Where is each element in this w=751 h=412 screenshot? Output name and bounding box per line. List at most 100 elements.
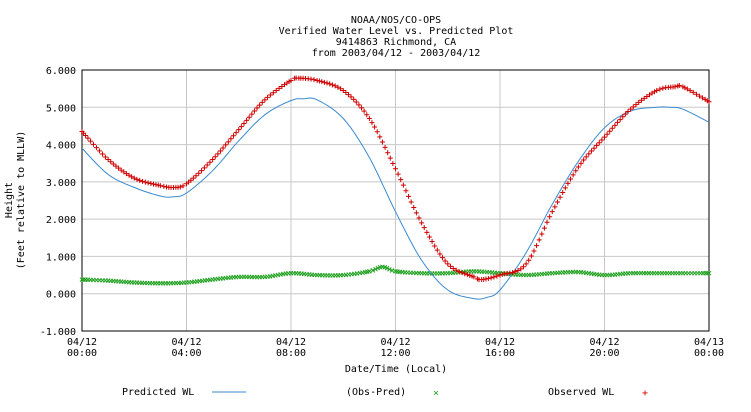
observed-wl-point — [319, 79, 325, 85]
observed-wl-point — [356, 102, 362, 108]
observed-wl-point — [150, 181, 156, 187]
observed-wl-point — [180, 183, 186, 189]
observed-wl-point — [690, 89, 696, 95]
observed-wl-point — [276, 85, 282, 91]
observed-wl-point — [464, 272, 470, 278]
observed-wl-point — [565, 180, 571, 186]
observed-wl-point — [453, 267, 459, 273]
observed-wl-point — [116, 165, 122, 171]
observed-wl-point — [447, 263, 453, 269]
observed-wl-point — [609, 125, 615, 131]
observed-wl-point — [654, 88, 660, 94]
observed-wl-point — [228, 136, 234, 142]
observed-wl-point — [560, 190, 566, 196]
observed-wl-point — [700, 95, 706, 101]
y-tick-label: 3.000 — [46, 178, 76, 189]
observed-wl-point — [83, 132, 89, 138]
observed-wl-point — [217, 148, 223, 154]
observed-wl-point — [254, 105, 260, 111]
observed-wl-point — [697, 93, 703, 99]
y-axis-ticks: -1.000 0.000 1.000 2.000 3.000 4.000 5.000 6.00… — [40, 66, 76, 338]
observed-wl-point — [581, 157, 587, 163]
observed-wl-point — [660, 85, 666, 91]
y-tick-label: 5.000 — [46, 103, 76, 114]
observed-wl-point — [591, 145, 597, 151]
observed-wl-point — [641, 95, 647, 101]
observed-wl-point — [456, 269, 462, 275]
observed-wl-point — [265, 94, 271, 100]
observed-wl-point — [552, 204, 558, 210]
observed-wl-point — [190, 175, 196, 181]
observed-wl-point — [204, 162, 210, 168]
chart-title-line-4: from 2003/04/12 - 2003/04/12 — [312, 48, 481, 59]
observed-wl-point — [706, 99, 712, 105]
observed-wl-point — [351, 96, 357, 102]
observed-wl-point — [523, 261, 529, 267]
observed-wl-point — [340, 88, 346, 94]
x-tick-date: 04/12 — [589, 337, 619, 348]
observed-wl-point — [406, 193, 412, 199]
x-tick-time: 00:00 — [694, 348, 724, 359]
y-tick-label: 0.000 — [46, 290, 76, 301]
observed-wl-point — [374, 129, 380, 135]
observed-wl-point — [398, 177, 404, 183]
observed-wl-point — [225, 139, 231, 145]
observed-wl-point — [633, 102, 639, 108]
observed-wl-point — [329, 82, 335, 88]
observed-wl-point — [348, 94, 354, 100]
observed-wl-point — [541, 225, 547, 231]
observed-wl-point — [210, 156, 216, 162]
observed-wl-point — [494, 273, 500, 279]
observed-wl-point — [201, 165, 207, 171]
observed-wl-point — [426, 234, 432, 240]
observed-wl-point — [497, 272, 503, 278]
legend-label-observed: Observed WL — [548, 387, 614, 398]
observed-wl-point — [573, 168, 579, 174]
observed-wl-point — [578, 160, 584, 166]
series-observed — [79, 75, 712, 283]
observed-wl-point — [308, 76, 314, 82]
observed-wl-point — [491, 274, 497, 280]
observed-wl-point — [212, 154, 218, 160]
obs-pred-point — [706, 270, 712, 276]
observed-wl-point — [442, 258, 448, 264]
observed-wl-point — [520, 264, 526, 270]
observed-wl-point — [518, 266, 524, 272]
observed-wl-point — [364, 112, 370, 118]
observed-wl-point — [602, 134, 607, 140]
y-axis-label-line-1: Height — [4, 182, 15, 218]
observed-wl-point — [131, 175, 137, 181]
observed-wl-point — [102, 154, 108, 160]
observed-wl-point — [385, 150, 391, 156]
observed-wl-point — [622, 111, 628, 117]
observed-wl-point — [353, 99, 359, 105]
x-tick-time: 00:00 — [67, 348, 97, 359]
observed-wl-point — [570, 172, 576, 178]
observed-wl-point — [249, 111, 255, 117]
observed-wl-point — [257, 102, 263, 108]
observed-wl-point — [568, 176, 574, 182]
observed-wl-point — [531, 248, 537, 254]
observed-wl-point — [126, 172, 132, 178]
observed-wl-point — [646, 92, 652, 98]
observed-wl-point — [596, 140, 602, 146]
observed-wl-point — [85, 135, 91, 141]
observed-wl-point — [507, 270, 513, 276]
observed-wl-point — [199, 168, 205, 174]
observed-wl-point — [413, 210, 419, 216]
observed-wl-point — [332, 83, 338, 89]
x-axis-label: Date/Time (Local) — [345, 364, 447, 375]
observed-wl-point — [311, 77, 317, 83]
legend-label-predicted: Predicted WL — [122, 387, 194, 398]
observed-wl-point — [161, 183, 167, 189]
observed-wl-point — [215, 151, 221, 157]
observed-wl-point — [526, 257, 532, 263]
observed-wl-point — [586, 151, 592, 157]
observed-wl-point — [429, 239, 435, 245]
observed-wl-point — [424, 229, 430, 235]
observed-wl-point — [273, 87, 279, 93]
observed-wl-point — [638, 97, 644, 103]
series-predicted — [81, 97, 710, 300]
observed-wl-point — [393, 166, 398, 172]
observed-wl-point — [644, 93, 650, 99]
